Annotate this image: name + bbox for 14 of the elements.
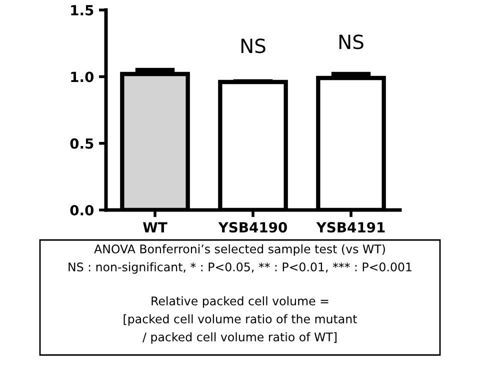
text: [packed cell volume ratio of the mutant [124,314,357,326]
x-tick-label: YSB4191 [316,222,385,233]
y-tick-label: 0.5 [70,138,94,149]
text: / packed cell volume ratio of WT] [142,332,336,344]
annotation: NS [339,34,364,50]
annotation: NS [241,38,266,54]
text: Relative packed cell volume = [152,296,328,308]
x-tick-label: WT [143,222,168,232]
y-tick-label: 0.0 [70,204,94,216]
y-tick-label: 1.0 [71,72,94,82]
x-tick-label: YSB4190 [218,222,287,233]
y-tick-label: 1.5 [71,5,94,16]
text: NS : non-significant, * : P<0.05, ** : P<0.01, *** : P<0.001 [68,262,412,274]
text: ANOVA Bonferroni’s selected sample test (vs WT) [94,244,385,256]
